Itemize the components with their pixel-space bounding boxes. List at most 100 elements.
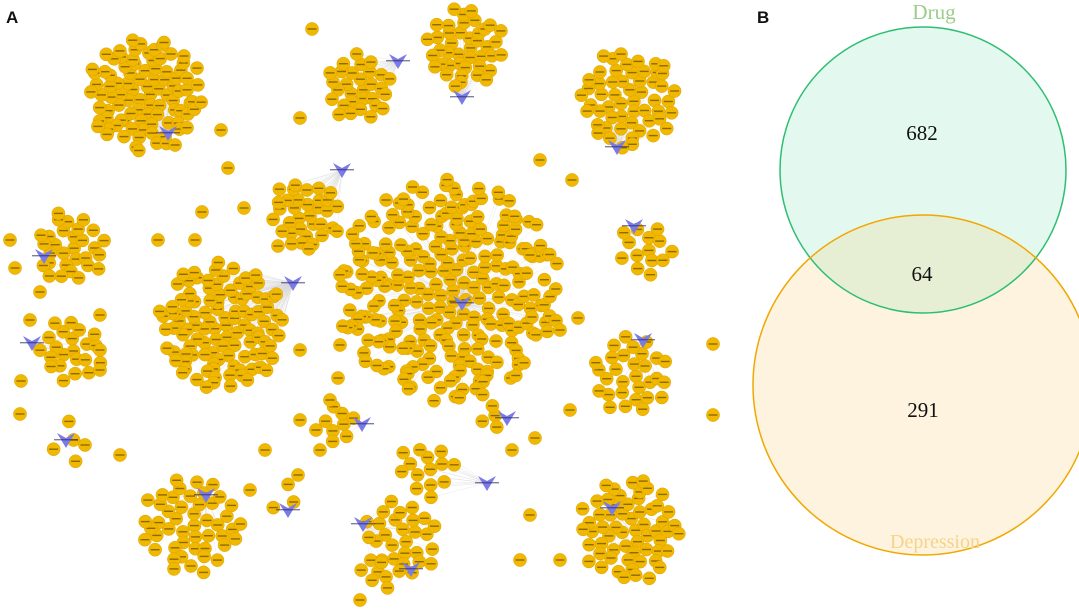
target-node-label [373,571,383,573]
target-node-label [100,71,110,73]
target-node-label [426,484,436,486]
target-node-label [594,390,604,392]
target-node-label [384,338,394,340]
target-node-label [178,273,188,275]
target-node-label [185,292,195,295]
target-node-label [423,376,433,378]
target-node-label [213,261,223,264]
target-node-label [394,221,404,224]
target-node-label [35,349,45,351]
target-node-label [620,405,630,407]
target-node-label [245,489,255,491]
target-node-label [515,559,525,561]
target-node-label [567,179,577,181]
target-node-label [496,241,506,243]
target-node-label [59,379,68,382]
target-node-label [95,362,105,364]
target-node-label [44,336,54,339]
target-node-label [277,319,287,321]
target-node-label [335,274,345,276]
target-node-label [412,552,422,554]
target-node-label [39,243,49,245]
target-node-label [229,365,239,367]
target-node-label [203,370,213,372]
target-node-label [415,328,425,330]
target-node-label [359,89,369,91]
target-node-label [302,189,312,191]
target-node-label [183,113,193,115]
target-node-label [150,549,160,551]
target-node-label [374,522,384,525]
target-node-label [346,93,356,95]
network-panel: A [3,2,720,607]
target-node-label [504,200,514,202]
target-node-label [411,248,421,250]
target-node-label [391,330,401,332]
target-node-label [477,420,487,422]
target-node-label [423,293,433,296]
target-node-label [192,481,202,483]
target-node-label [146,93,155,96]
target-node-label [176,110,186,112]
target-node-label [708,343,718,345]
target-node-label [163,94,172,96]
target-node-label [629,552,639,554]
target-node-label [164,122,174,124]
target-node-label [443,327,453,329]
target-node-label [274,201,284,204]
target-node-label [615,494,625,497]
target-node-label [483,356,493,358]
compound-node [608,140,626,155]
target-node-label [192,378,202,381]
target-node-label [146,104,156,106]
target-node-label [495,198,504,200]
target-node-label [469,316,479,318]
network-edge [356,53,399,62]
target-node-label [605,406,615,408]
target-node-label [228,528,238,531]
target-node-label [412,301,422,303]
target-node-label [507,449,517,451]
target-node-label [203,279,213,282]
target-node-label [326,192,336,194]
target-node-label [285,222,295,224]
target-node-label [436,387,446,389]
target-node-label [670,90,679,92]
target-node-label [478,393,488,396]
target-node-label [442,74,452,76]
target-node-label [477,338,487,340]
target-node-label [287,243,297,245]
target-node-label [417,191,427,193]
target-node-label [491,283,501,285]
target-node-label [274,334,284,337]
target-node-label [611,69,621,72]
target-node-label [459,259,468,261]
target-node-label [177,299,186,301]
target-node-label [629,110,639,112]
target-node-label [425,206,434,209]
venn-diagram: Drug 682 64 291 Depression [752,0,1079,556]
target-node-label [327,98,337,100]
target-node-label [447,206,457,208]
target-node-label [161,142,171,145]
target-node-label [294,217,304,220]
target-node-label [170,547,180,549]
target-node-label [436,294,446,297]
network-edge [410,463,488,484]
target-node-label [236,523,245,525]
target-node-label [426,345,435,347]
target-node-label [444,32,454,34]
target-node-label [591,362,601,364]
target-node-label [286,232,296,234]
target-node-label [290,207,299,209]
target-node-label [93,125,103,128]
target-node-label [109,58,119,60]
target-node-label [216,129,226,131]
target-node-label [408,186,418,188]
target-node-label [616,53,626,55]
target-node-label [614,571,623,573]
target-node-label [487,405,497,407]
target-node-label [420,517,429,519]
target-node-label [476,55,486,57]
target-node-label [525,254,535,256]
